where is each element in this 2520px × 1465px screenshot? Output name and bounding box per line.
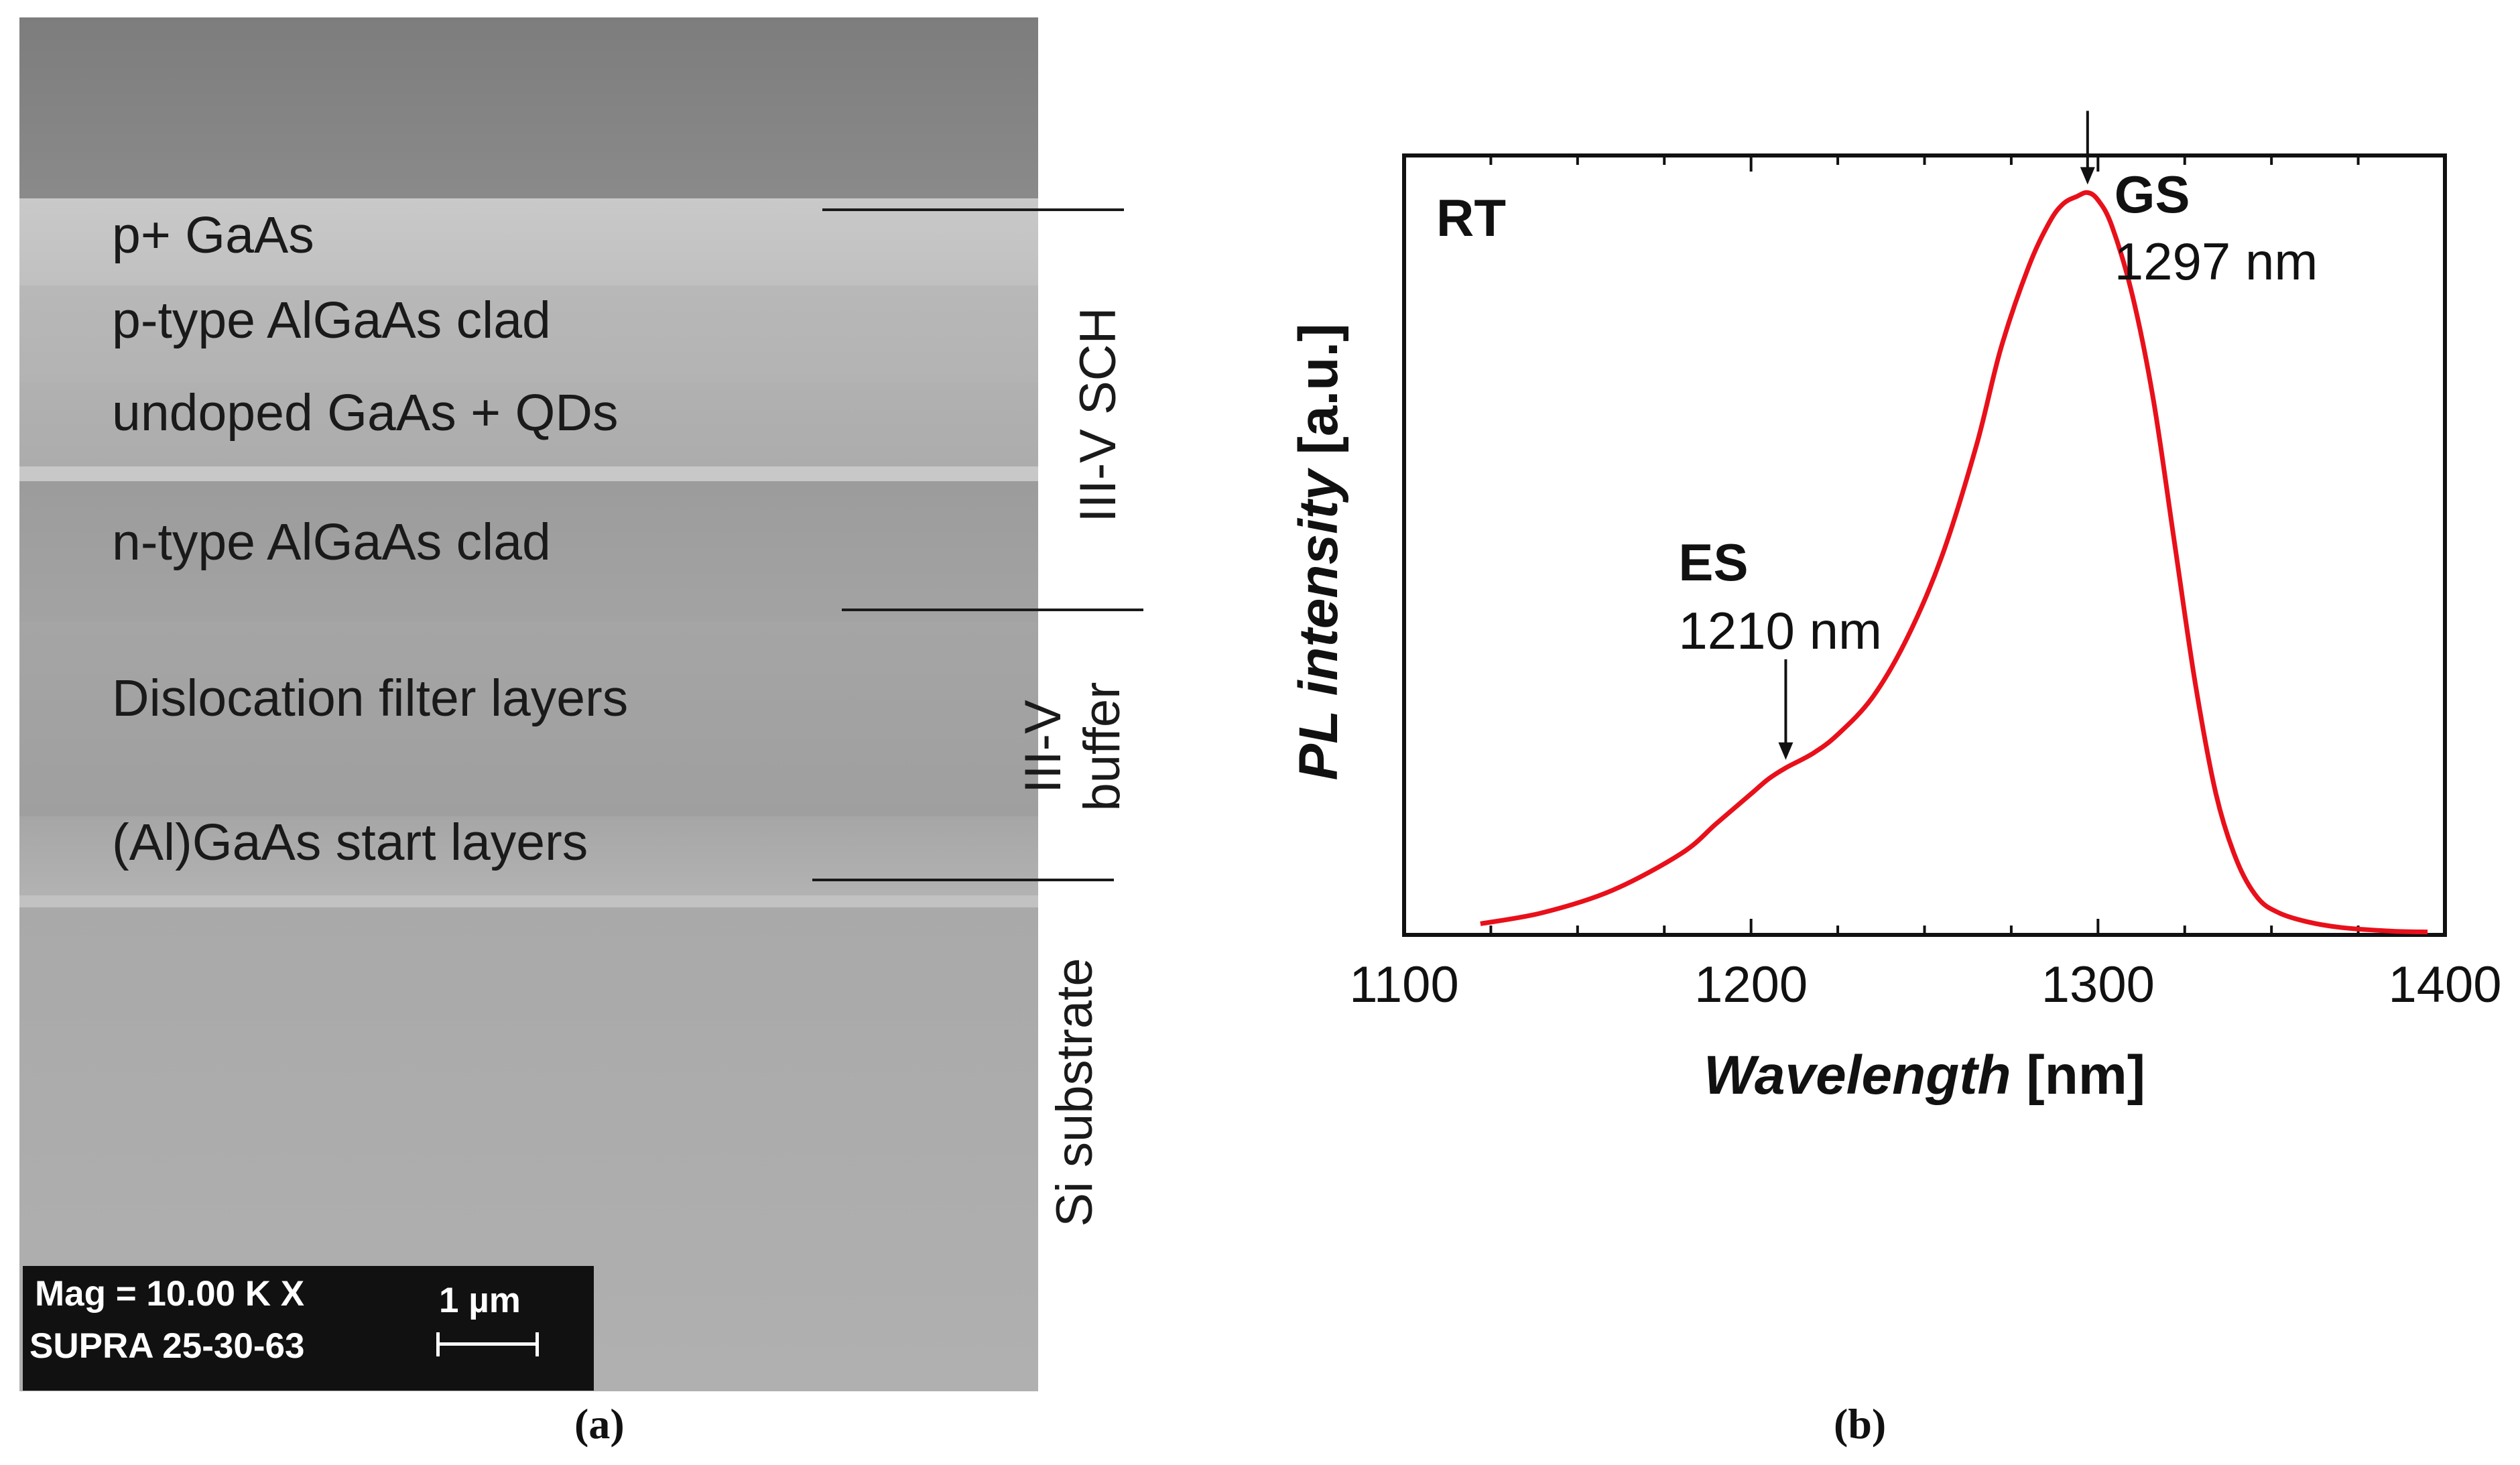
scalebar-mag: Mag = 10.00 K X [35, 1274, 305, 1314]
panel-tag-a: (a) [574, 1400, 625, 1448]
x-axis-title-unit: [nm] [2011, 1045, 2145, 1106]
scalebar-scale: 1 µm [439, 1281, 521, 1320]
layer-label-qds: undoped GaAs + QDs [112, 384, 619, 442]
scalebar-tick-left [436, 1332, 440, 1356]
y-axis-title: PL intensity [a.u.] [1288, 324, 1349, 781]
top-band [19, 17, 1038, 198]
scalebar-instrument: SUPRA 25-30-63 [29, 1326, 305, 1366]
scalebar-box [23, 1266, 594, 1391]
start-layer-band [19, 816, 1038, 900]
y-axis-title-unit: [a.u.] [1288, 324, 1349, 470]
x-tick-label-1300: 1300 [2041, 956, 2155, 1013]
qd-band [19, 383, 1038, 470]
annotation-value-GS: 1297 nm [2115, 232, 2318, 291]
y-axis-title-name: PL intensity [1288, 467, 1349, 781]
layer-label-p-algaas: p-type AlGaAs clad [112, 292, 551, 349]
start-layer-edge [19, 895, 1038, 907]
qd-boundary [19, 466, 1038, 481]
series-line-0 [1480, 190, 2428, 935]
layer-label-start: (Al)GaAs start layers [112, 814, 588, 871]
x-axis-title-name: Wavelength [1704, 1045, 2011, 1106]
x-tick-label-1100: 1100 [1349, 956, 1458, 1013]
scalebar-line [438, 1342, 537, 1346]
annotation-label-ES: ES [1678, 533, 1748, 592]
x-axis-title: Wavelength [nm] [1704, 1045, 2145, 1106]
p-algaas-band [19, 285, 1038, 383]
annotation-value-ES: 1210 nm [1678, 601, 1882, 660]
marker-line-top [822, 208, 1124, 211]
scalebar-tick-right [536, 1332, 539, 1356]
dislocation-band [19, 622, 1038, 816]
n-algaas-band [19, 481, 1038, 622]
panel-tag-b: (b) [1834, 1400, 1887, 1448]
layer-label-n-algaas: n-type AlGaAs clad [112, 513, 551, 571]
x-tick-label-1200: 1200 [1694, 956, 1808, 1013]
marker-line-bottom [812, 879, 1114, 881]
p-gaas-band [19, 198, 1038, 285]
layer-label-p-gaas: p+ GaAs [112, 206, 314, 264]
layer-label-dislocation: Dislocation filter layers [112, 670, 629, 727]
x-tick-label-1400: 1400 [2388, 956, 2501, 1013]
arrow-head-ES [1778, 742, 1793, 760]
arrow-head-GS [2080, 167, 2095, 185]
corner-label-rt: RT [1436, 188, 1506, 247]
marker-line-middle [842, 609, 1143, 611]
annotation-label-GS: GS [2115, 165, 2190, 224]
